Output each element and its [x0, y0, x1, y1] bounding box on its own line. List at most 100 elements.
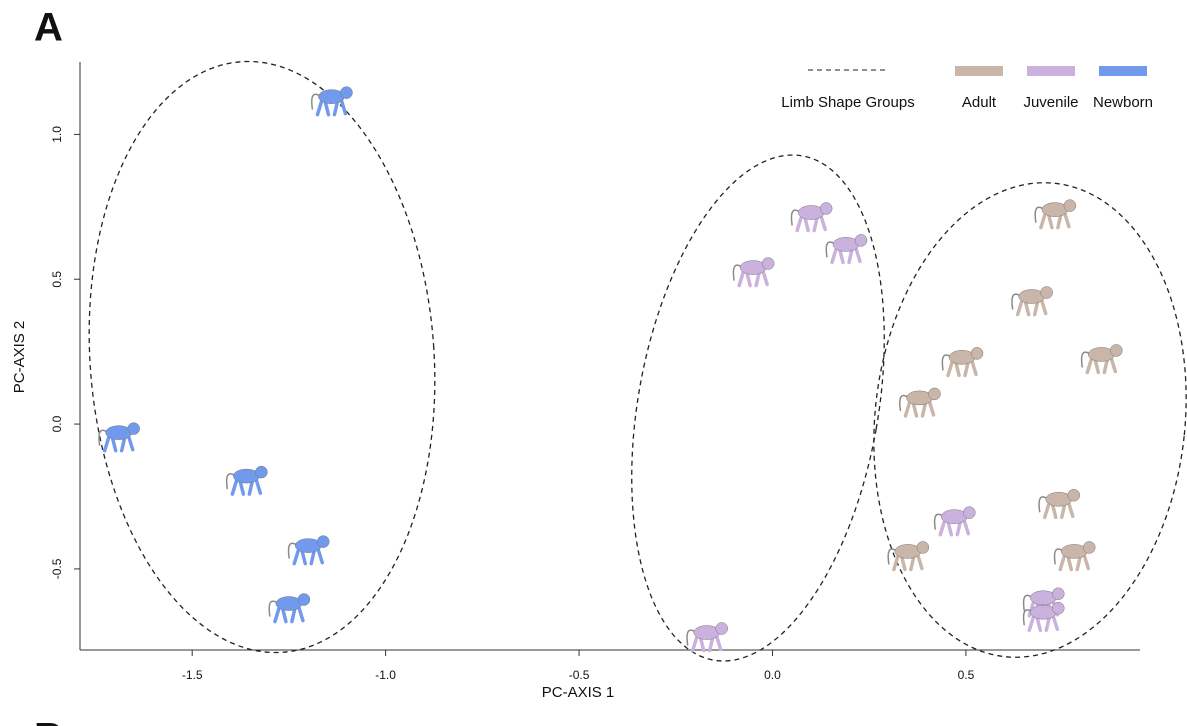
monkey-head — [1063, 199, 1077, 212]
monkey-leg — [946, 360, 954, 378]
legend-label: Newborn — [1093, 94, 1153, 111]
monkey-leg — [238, 480, 246, 496]
monkey-tail — [311, 93, 320, 110]
x-tick-label: -1.5 — [182, 668, 203, 682]
monkey-leg — [927, 400, 936, 417]
x-tick-label: -0.5 — [569, 668, 590, 682]
monkey-leg — [812, 215, 819, 233]
monkey-head — [970, 347, 984, 360]
monkey-head — [1052, 601, 1065, 615]
point — [941, 347, 984, 378]
monkey-leg — [281, 607, 288, 624]
legend-swatch — [1027, 66, 1075, 76]
monkey-leg — [954, 361, 961, 378]
monkey-leg — [892, 554, 900, 572]
monkey-leg — [1075, 554, 1082, 572]
monkey-leg — [292, 548, 300, 566]
monkey-leg — [126, 434, 135, 452]
monkey-leg — [698, 636, 706, 653]
point — [225, 465, 268, 496]
monkey-tail — [225, 472, 235, 490]
x-tick-label: 0.5 — [958, 668, 975, 682]
point — [790, 202, 833, 233]
monkey-leg — [110, 436, 118, 453]
monkey-leg — [962, 518, 971, 536]
monkey-leg — [938, 519, 947, 537]
monkey-leg — [1035, 616, 1043, 632]
legend-swatch — [1099, 66, 1147, 76]
monkey-tail — [825, 241, 835, 258]
monkey-leg — [745, 271, 752, 288]
monkey-tail — [1080, 351, 1090, 368]
monkey-tail — [686, 629, 696, 646]
y-tick-label: -0.5 — [50, 558, 64, 579]
monkey-tail — [98, 429, 108, 446]
point — [311, 86, 353, 117]
legend-label: Adult — [962, 94, 997, 111]
monkey-leg — [230, 479, 239, 496]
monkey-tail — [1022, 594, 1032, 611]
monkey-leg — [900, 555, 907, 572]
monkey-head — [854, 234, 868, 247]
monkey-leg — [847, 247, 854, 265]
monkey-head — [1082, 541, 1096, 554]
monkey-leg — [1085, 357, 1094, 375]
monkey-head — [928, 387, 941, 401]
monkey-leg — [955, 519, 963, 537]
monkey-leg — [1102, 357, 1110, 375]
monkey-head — [255, 465, 268, 479]
monkey-leg — [737, 270, 745, 288]
monkey-tail — [790, 209, 800, 226]
monkey-head — [127, 422, 140, 435]
monkey-tail — [268, 600, 278, 617]
monkey-tail — [941, 354, 951, 371]
monkey-leg — [247, 479, 255, 496]
monkey-head — [1052, 587, 1065, 601]
point — [1080, 344, 1123, 375]
legend-label: Juvenile — [1023, 94, 1078, 111]
monkey-leg — [754, 270, 761, 288]
monkey-leg — [1023, 300, 1031, 317]
monkey-leg — [795, 215, 803, 233]
y-tick-label: 1.0 — [50, 126, 64, 143]
monkey-leg — [102, 435, 111, 453]
panel-label: A — [34, 6, 63, 50]
monkey-tail — [287, 542, 297, 559]
monkey-leg — [707, 635, 715, 653]
monkey-leg — [1015, 299, 1024, 317]
monkey-head — [297, 593, 311, 606]
point — [1034, 199, 1077, 230]
monkey-head — [1110, 344, 1123, 357]
monkey-leg — [946, 520, 954, 537]
y-tick-label: 0.5 — [50, 271, 64, 288]
monkey-leg — [1056, 212, 1063, 230]
monkey-leg — [909, 554, 916, 572]
point — [732, 257, 775, 288]
monkey-leg — [761, 269, 769, 287]
monkey-leg — [1027, 615, 1036, 632]
monkey-leg — [1063, 211, 1071, 229]
monkey-head — [916, 541, 930, 554]
monkey-leg — [1067, 501, 1075, 519]
monkey-leg — [332, 99, 340, 117]
monkey-leg — [323, 100, 331, 117]
point — [887, 541, 930, 572]
x-axis-label: PC-AXIS 1 — [542, 684, 615, 701]
legend-label: Limb Shape Groups — [781, 94, 914, 111]
monkey-leg — [903, 401, 912, 418]
monkey-leg — [803, 216, 810, 233]
monkey-leg — [838, 248, 845, 265]
monkey-leg — [1044, 615, 1052, 632]
monkey-leg — [1066, 555, 1073, 572]
monkey-head — [1040, 286, 1053, 299]
monkey-leg — [690, 635, 699, 653]
point — [899, 387, 941, 418]
monkey-head — [715, 622, 728, 635]
monkey-leg — [254, 478, 263, 495]
monkey-leg — [1051, 614, 1060, 631]
y-axis-label: PC-AXIS 2 — [11, 321, 28, 394]
point — [287, 535, 330, 566]
monkey-leg — [1039, 298, 1048, 316]
point — [825, 234, 868, 265]
monkey-tail — [887, 548, 897, 565]
